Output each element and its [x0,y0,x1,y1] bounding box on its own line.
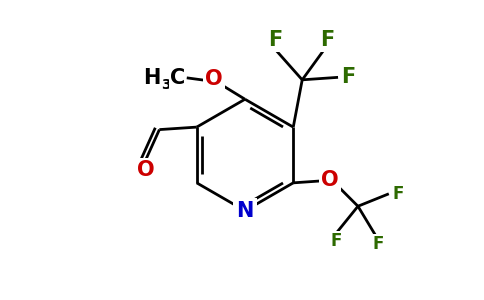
Text: C: C [170,68,185,88]
Text: N: N [236,201,254,221]
Text: O: O [205,69,223,89]
Text: F: F [392,185,404,203]
Text: 3: 3 [161,78,171,92]
Text: H: H [143,68,161,88]
Text: F: F [268,30,282,50]
Text: O: O [321,170,339,190]
Text: F: F [331,232,342,250]
Text: F: F [372,235,383,253]
Text: F: F [320,30,334,50]
Text: F: F [341,67,355,87]
Text: O: O [136,160,154,180]
